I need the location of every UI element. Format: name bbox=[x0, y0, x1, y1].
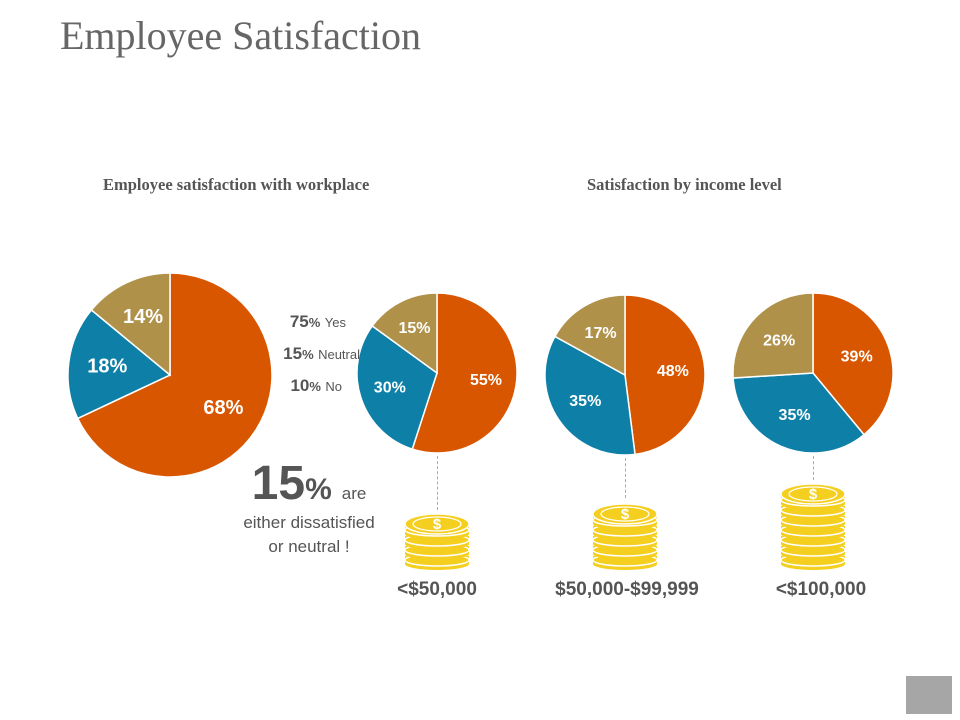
pie-label-under-50k-30: 30% bbox=[374, 380, 406, 397]
coin-inner-ring bbox=[788, 486, 838, 502]
coin-base bbox=[405, 548, 469, 560]
coin-stack-icon: $ bbox=[780, 483, 846, 570]
right-chart-subtitle: Satisfaction by income level bbox=[587, 175, 782, 194]
callout-line-2: or neutral ! bbox=[268, 537, 350, 556]
callout-line-1: either dissatisfied bbox=[243, 513, 375, 532]
pie-slice-100k-35 bbox=[732, 372, 866, 454]
income-under-50k-pie: 55% 30% 15% bbox=[356, 292, 518, 454]
coin-base bbox=[781, 508, 845, 520]
satisfaction-legend: 75% Yes 15% Neutral 10% No bbox=[266, 310, 366, 406]
connector-line bbox=[437, 456, 438, 510]
callout-percent: % bbox=[305, 473, 332, 506]
coin-inner-ring bbox=[412, 516, 462, 532]
income-50k-99k-pie: 48% 35% 17% bbox=[544, 294, 706, 456]
income-label-under-50k: <$50,000 bbox=[397, 579, 477, 600]
pie-slice-under-50k-30 bbox=[356, 324, 438, 451]
pie-label-under-50k-55: 55% bbox=[470, 372, 502, 389]
pie-label-workplace-68: 68% bbox=[203, 397, 243, 419]
coin-inner-ring bbox=[600, 506, 650, 522]
pie-slice-under-50k-15 bbox=[371, 292, 438, 375]
pie-label-100k-26: 26% bbox=[763, 332, 795, 349]
coin-base bbox=[593, 548, 657, 560]
pie-slice-50k-99k-17 bbox=[553, 294, 626, 377]
coin-base bbox=[781, 548, 845, 560]
left-chart-subtitle: Employee satisfaction with workplace bbox=[103, 175, 370, 194]
coin-stack-icon: $ bbox=[404, 513, 470, 570]
pie-slice-100k-39 bbox=[812, 292, 894, 436]
connector-line bbox=[625, 458, 626, 498]
pie-label-workplace-18: 18% bbox=[87, 355, 127, 377]
connector-line bbox=[813, 456, 814, 480]
income-label-50k-99k: $50,000-$99,999 bbox=[555, 579, 699, 600]
pie-slice-under-50k-55 bbox=[411, 292, 518, 454]
pie-label-workplace-14: 14% bbox=[123, 306, 163, 328]
dissatisfied-callout: 15% are either dissatisfied or neutral ! bbox=[226, 456, 392, 559]
pie-slice-50k-99k-35 bbox=[544, 335, 636, 456]
dollar-sign-icon: $ bbox=[809, 486, 818, 503]
pie-label-under-50k-15: 15% bbox=[398, 320, 430, 337]
coin-stack-icon: $ bbox=[592, 503, 658, 570]
dollar-sign-icon: $ bbox=[433, 516, 442, 533]
pie-slice-100k-26 bbox=[732, 292, 814, 379]
income-100k-pie: 39% 35% 26% bbox=[732, 292, 894, 454]
pie-label-50k-99k-35: 35% bbox=[569, 393, 601, 410]
corner-box bbox=[906, 676, 952, 714]
coin-base bbox=[781, 528, 845, 540]
legend-yes: 75% Yes bbox=[289, 312, 346, 331]
income-label-100k: <$100,000 bbox=[775, 579, 867, 600]
pie-slice-50k-99k-48 bbox=[624, 294, 706, 456]
pie-label-50k-99k-17: 17% bbox=[585, 325, 617, 342]
coin-base bbox=[781, 538, 845, 550]
pie-slice-workplace-18 bbox=[67, 308, 172, 420]
coin-base bbox=[781, 558, 845, 570]
pie-slice-workplace-14 bbox=[90, 272, 171, 377]
legend-no: 10% No bbox=[290, 376, 342, 395]
pie-label-100k-39: 39% bbox=[841, 349, 873, 366]
coin-base bbox=[781, 518, 845, 530]
coin-base bbox=[593, 528, 657, 540]
callout-word: are bbox=[341, 484, 367, 503]
pie-label-100k-35: 35% bbox=[779, 407, 811, 424]
pie-slice-workplace-68 bbox=[76, 272, 273, 478]
callout-number: 15 bbox=[251, 457, 306, 510]
coin-base bbox=[405, 538, 469, 550]
coin-base bbox=[405, 558, 469, 570]
page-title: Employee Satisfaction bbox=[60, 13, 422, 58]
dollar-sign-icon: $ bbox=[621, 506, 630, 523]
pie-label-50k-99k-48: 48% bbox=[657, 363, 689, 380]
workplace-satisfaction-pie: 68% 18% 14% bbox=[67, 272, 273, 478]
coin-base bbox=[593, 558, 657, 570]
coin-base bbox=[593, 538, 657, 550]
legend-neutral: 15% Neutral bbox=[283, 344, 360, 363]
